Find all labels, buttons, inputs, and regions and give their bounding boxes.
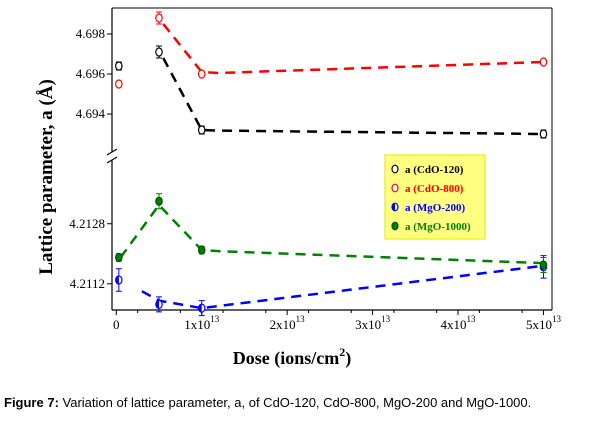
data-point-half [198,304,202,313]
fit-line [141,264,544,310]
legend-label: a (MgO-1000) [405,221,471,233]
fit-line [162,23,544,75]
data-point [539,260,548,270]
x-tick-label: 0 [113,317,120,332]
legend-label: a (MgO-200) [405,202,466,214]
x-tick-label: 1x1013 [184,314,220,332]
x-axis-title-sup: 2 [339,345,345,359]
data-point [155,47,163,57]
fit-line [162,57,544,136]
figure-caption: Figure 7: Variation of lattice parameter… [4,394,592,411]
data-point [197,125,206,135]
y-tick-label-lower: 4.2128 [69,216,105,231]
x-tick-label: 2x1013 [270,314,306,332]
legend-box [384,154,486,240]
data-point [539,57,548,67]
data-point-half [155,300,159,309]
legend: a (CdO-120) a (CdO-800) a (MgO-200) a (MgO-… [384,154,486,240]
x-tick-label: 5x1013 [526,314,562,332]
legend-marker [391,183,399,193]
legend-marker [391,221,399,231]
x-axis-title-end: ) [345,348,351,369]
y-tick-label-upper: 4.696 [76,66,106,81]
data-point [155,13,163,23]
x-axis-title: Dose (ions/cm2) [233,345,352,369]
data-point [115,252,123,263]
y-tick-label-upper: 4.698 [76,26,105,41]
y-tick-label-upper: 4.694 [76,106,106,121]
data-point [155,196,163,206]
y-tick-label-lower: 4.2112 [70,276,105,291]
x-axis-title-main: Dose (ions/cm [233,348,340,369]
data-point [115,61,123,71]
data-point [115,79,123,89]
axis-break-mark [106,156,118,164]
axis-break-mark [106,148,118,156]
lattice-chart: 0 1x1013 2x1013 3x1013 4x1013 5x1013 4.694 4.69… [36,7,562,369]
legend-marker [391,164,399,174]
y-axis-title: Lattice parameter, a (Å) [36,79,57,275]
data-point [539,129,548,139]
data-point-half [115,276,119,284]
data-point [197,245,206,255]
caption-label: Figure 7: [4,395,59,410]
data-point [197,69,206,79]
caption-text: Variation of lattice parameter, a, of Cd… [62,395,532,410]
x-tick-label: 4x1013 [441,314,477,332]
legend-label: a (CdO-800) [405,183,464,195]
x-tick-label: 3x1013 [355,314,391,332]
legend-marker-half [392,203,395,211]
plot-area: 0 1x1013 2x1013 3x1013 4x1013 5x1013 4.694 4.69… [69,7,562,332]
legend-label: a (CdO-120) [405,164,464,176]
